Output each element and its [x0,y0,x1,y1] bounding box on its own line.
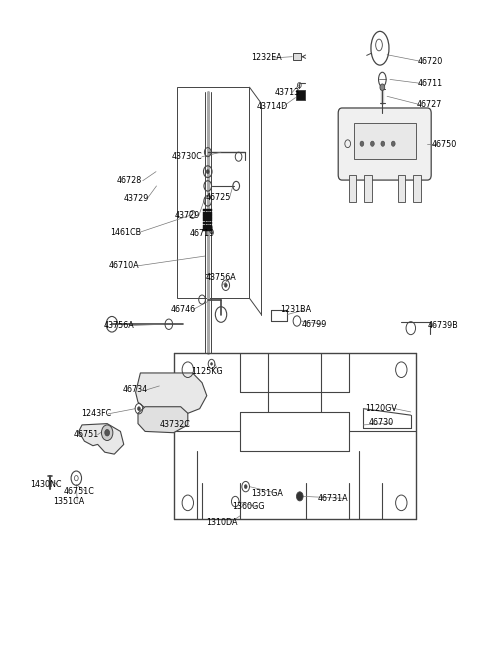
FancyBboxPatch shape [338,108,431,180]
Circle shape [137,407,140,411]
Bar [203,212,213,215]
Text: 46734: 46734 [123,385,148,394]
Circle shape [224,284,227,288]
Text: 46730: 46730 [369,419,394,428]
Text: 1351GA: 1351GA [252,489,284,498]
Circle shape [360,141,364,146]
Text: 1310DA: 1310DA [206,518,238,527]
Text: 1232EA: 1232EA [251,54,281,62]
Text: 46746: 46746 [170,305,196,314]
Text: 46727: 46727 [417,100,443,109]
Text: 46728: 46728 [117,176,142,185]
Text: 46725: 46725 [206,193,231,202]
Text: 46710A: 46710A [108,261,139,271]
Bar [397,175,405,202]
Text: 1430NC: 1430NC [30,480,61,489]
Text: 1120GV: 1120GV [365,403,397,413]
Bar [203,218,213,221]
Polygon shape [79,424,124,454]
Circle shape [211,363,213,365]
Bar [348,175,356,202]
Text: 43756A: 43756A [205,273,236,282]
Bar [364,175,372,202]
Circle shape [391,141,395,146]
Text: 1461CB: 1461CB [110,227,142,236]
Text: 43729: 43729 [124,194,149,203]
Circle shape [101,425,113,441]
Polygon shape [138,407,188,433]
Text: 1243FC: 1243FC [81,409,111,419]
Text: 46750: 46750 [432,140,456,149]
Text: 1231BA: 1231BA [280,305,312,314]
Text: 46751: 46751 [73,430,98,439]
Text: 43713: 43713 [275,88,300,97]
Text: 46731A: 46731A [317,494,348,503]
Text: 43732C: 43732C [159,421,191,430]
Text: 43729: 43729 [175,212,201,220]
Text: 46711: 46711 [417,79,443,88]
Text: 43730C: 43730C [171,152,202,161]
Circle shape [371,141,374,146]
Bar [293,54,301,60]
Polygon shape [136,373,207,415]
Bar [354,123,416,159]
Text: 43756A: 43756A [104,321,134,330]
Text: 43714D: 43714D [256,102,288,111]
Text: 46739B: 46739B [428,321,458,330]
Bar [203,209,213,212]
Text: 46751C: 46751C [63,487,94,496]
Bar [203,225,213,228]
Text: 1360GG: 1360GG [232,502,264,512]
Circle shape [244,485,247,489]
Bar [203,228,213,231]
Bar [296,90,304,100]
Circle shape [105,430,109,436]
Circle shape [206,170,209,174]
Text: 1125KG: 1125KG [191,367,223,376]
Text: 1351CA: 1351CA [54,497,85,506]
Text: 46719: 46719 [190,229,215,238]
Bar [203,221,213,225]
Text: 46720: 46720 [417,57,443,66]
Bar [413,175,421,202]
Bar [203,215,213,218]
Text: 46799: 46799 [302,320,327,329]
Circle shape [297,492,303,501]
Circle shape [381,141,384,146]
Circle shape [380,84,384,90]
